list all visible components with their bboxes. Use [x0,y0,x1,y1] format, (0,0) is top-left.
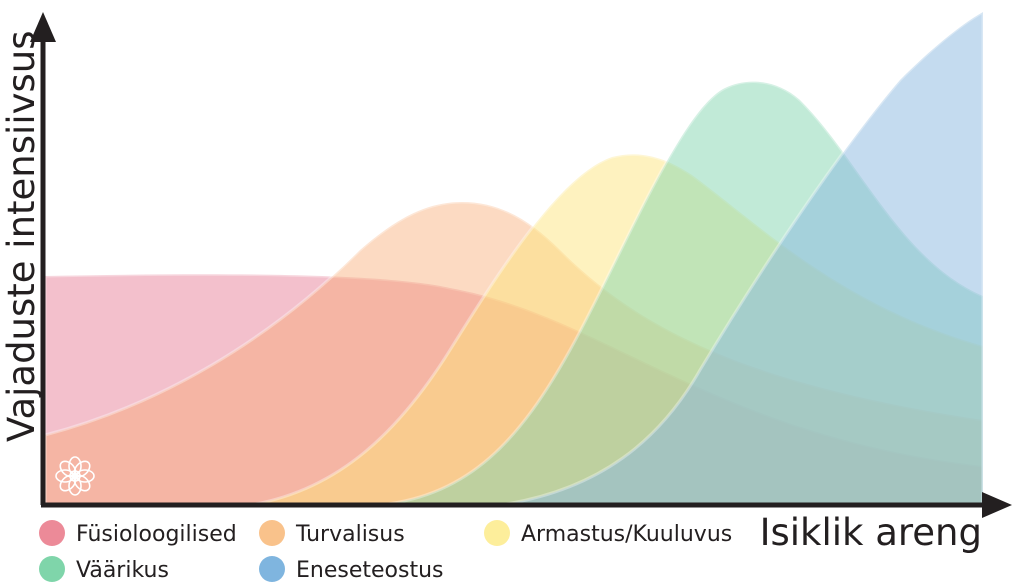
chart-areas [43,9,985,507]
legend-swatch [39,520,65,546]
legend: Füsioloogilised Turvalisus Armastus/Kuuluv… [39,520,732,583]
y-axis-label: Vajaduste intensiivsus [0,31,43,443]
x-axis-arrow [982,492,1012,518]
legend-item: Turvalisus [259,520,405,547]
legend-item: Armastus/Kuuluvus [484,520,732,547]
legend-item: Füsioloogilised [39,520,237,547]
axes [30,12,1012,518]
legend-item: Eneseteostus [259,556,444,583]
legend-swatch [484,520,510,546]
legend-label: Armastus/Kuuluvus [521,522,732,547]
legend-label: Eneseteostus [296,558,444,583]
legend-label: Füsioloogilised [76,522,237,547]
legend-label: Väärikus [76,558,169,583]
legend-swatch [39,556,65,582]
legend-label: Turvalisus [295,522,405,547]
x-axis-label: Isiklik areng [760,511,982,554]
flower-icon [55,456,95,496]
flower-petal [59,460,77,478]
legend-item: Väärikus [39,556,169,583]
y-axis-arrow [30,12,56,42]
legend-swatch [259,520,285,546]
legend-swatch [259,556,285,582]
area-5 [45,9,985,507]
